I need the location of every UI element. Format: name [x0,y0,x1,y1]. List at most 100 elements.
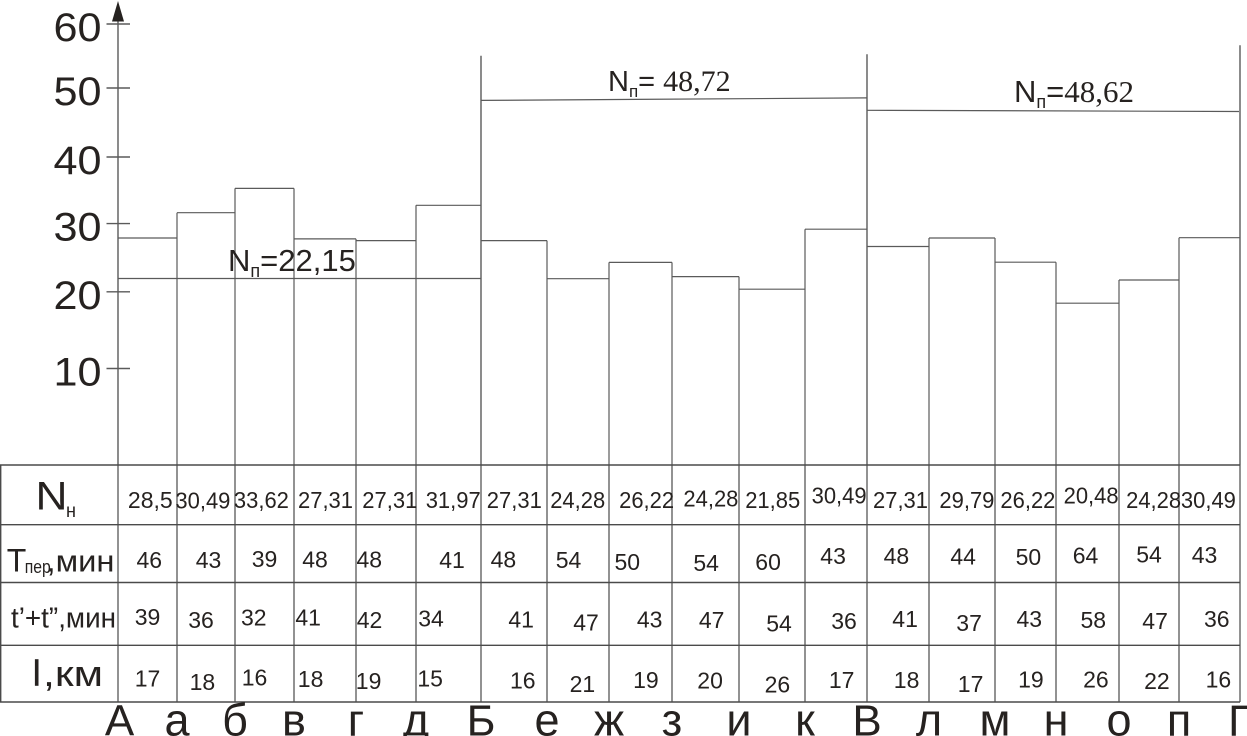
svg-text:41: 41 [508,606,534,632]
svg-text:Б: Б [467,696,496,736]
svg-text:21,85: 21,85 [745,487,800,513]
svg-text:50: 50 [54,70,102,114]
svg-text:43: 43 [637,606,663,632]
svg-text:39: 39 [252,546,278,572]
svg-text:43: 43 [1017,606,1043,632]
svg-text:24,28: 24,28 [550,487,605,513]
svg-text:16: 16 [1206,666,1232,692]
svg-text:48: 48 [357,547,383,573]
svg-text:60: 60 [755,549,781,575]
svg-text:36: 36 [188,607,214,633]
svg-text:Т: Т [7,543,27,579]
svg-text:пер: пер [25,556,51,577]
svg-text:54: 54 [556,547,582,573]
svg-text:м: м [980,694,1011,736]
svg-text:19: 19 [633,667,659,693]
svg-text:26: 26 [1083,666,1109,692]
svg-text:10: 10 [54,351,102,395]
svg-text:и: и [726,694,751,736]
svg-text:к: к [795,694,815,736]
svg-text:43: 43 [820,543,846,569]
svg-text:26,22: 26,22 [619,487,674,513]
svg-text:41: 41 [295,605,321,631]
svg-text:,мин: ,мин [47,544,115,579]
svg-text:20: 20 [54,274,102,318]
svg-text:18: 18 [298,666,324,692]
svg-text:30,49: 30,49 [175,487,230,513]
svg-text:43: 43 [196,547,222,573]
svg-text:г: г [348,694,364,736]
svg-text:t’+t”,мин: t’+t”,мин [11,603,116,635]
svg-text:16: 16 [510,667,536,693]
svg-text:27,31: 27,31 [362,487,417,513]
svg-text:н: н [66,501,76,522]
svg-text:В: В [852,696,881,736]
svg-text:19: 19 [356,668,382,694]
svg-text:27,31: 27,31 [487,487,542,513]
svg-text:43: 43 [1192,542,1218,568]
svg-text:з: з [662,694,683,736]
svg-text:20,48: 20,48 [1064,483,1119,509]
svg-text:41: 41 [892,606,918,632]
svg-text:а: а [164,694,190,736]
svg-text:24,28: 24,28 [1126,487,1181,513]
svg-text:46: 46 [137,547,163,573]
svg-text:19: 19 [1018,666,1044,692]
svg-text:17: 17 [958,671,984,697]
svg-text:47: 47 [699,607,725,633]
svg-text:21: 21 [570,671,596,697]
svg-text:17: 17 [135,665,161,691]
svg-text:Nп=48,62: Nп=48,62 [1014,74,1134,112]
svg-text:Nп= 48,72: Nп= 48,72 [608,65,731,101]
svg-text:47: 47 [1142,608,1168,634]
svg-text:50: 50 [615,549,641,575]
svg-text:л: л [916,694,942,736]
svg-text:33,62: 33,62 [234,487,289,513]
svg-text:N: N [36,475,68,519]
svg-text:37: 37 [956,610,982,636]
svg-text:36: 36 [1204,606,1230,632]
svg-text:24,28: 24,28 [683,485,738,511]
svg-text:п: п [1167,694,1191,736]
svg-text:58: 58 [1081,607,1107,633]
svg-text:26,22: 26,22 [1000,487,1055,513]
svg-text:26: 26 [765,671,791,697]
svg-text:30,49: 30,49 [812,482,867,508]
svg-text:16: 16 [242,665,268,691]
svg-text:в: в [282,694,306,736]
svg-text:54: 54 [1136,541,1162,567]
svg-text:44: 44 [950,544,976,570]
svg-text:о: о [1106,694,1131,736]
svg-text:48: 48 [884,543,910,569]
svg-text:48: 48 [491,546,517,572]
svg-text:28,5: 28,5 [128,487,173,513]
svg-text:Г: Г [1228,696,1247,736]
svg-text:18: 18 [894,667,920,693]
svg-text:Nп=22,15: Nп=22,15 [228,243,356,281]
svg-text:17: 17 [829,667,855,693]
svg-text:22: 22 [1144,668,1170,694]
svg-text:18: 18 [190,669,216,695]
svg-text:54: 54 [766,610,792,636]
svg-text:60: 60 [54,6,102,50]
svg-text:27,31: 27,31 [873,487,928,513]
svg-text:64: 64 [1073,543,1099,569]
svg-text:41: 41 [439,547,465,573]
svg-text:,км: ,км [43,653,103,694]
svg-text:е: е [534,694,559,736]
svg-text:31,97: 31,97 [426,487,481,513]
svg-text:54: 54 [693,550,719,576]
svg-text:32: 32 [241,605,267,631]
svg-text:б: б [222,694,248,736]
svg-text:47: 47 [573,609,599,635]
svg-text:34: 34 [418,605,444,631]
svg-text:27,31: 27,31 [298,487,353,513]
svg-text:30,49: 30,49 [1181,487,1236,513]
svg-text:20: 20 [697,667,723,693]
svg-text:40: 40 [54,139,102,183]
svg-text:29,79: 29,79 [939,487,994,513]
svg-text:50: 50 [1016,544,1042,570]
svg-text:А: А [105,696,135,736]
svg-text:36: 36 [831,608,857,634]
svg-text:48: 48 [302,547,328,573]
